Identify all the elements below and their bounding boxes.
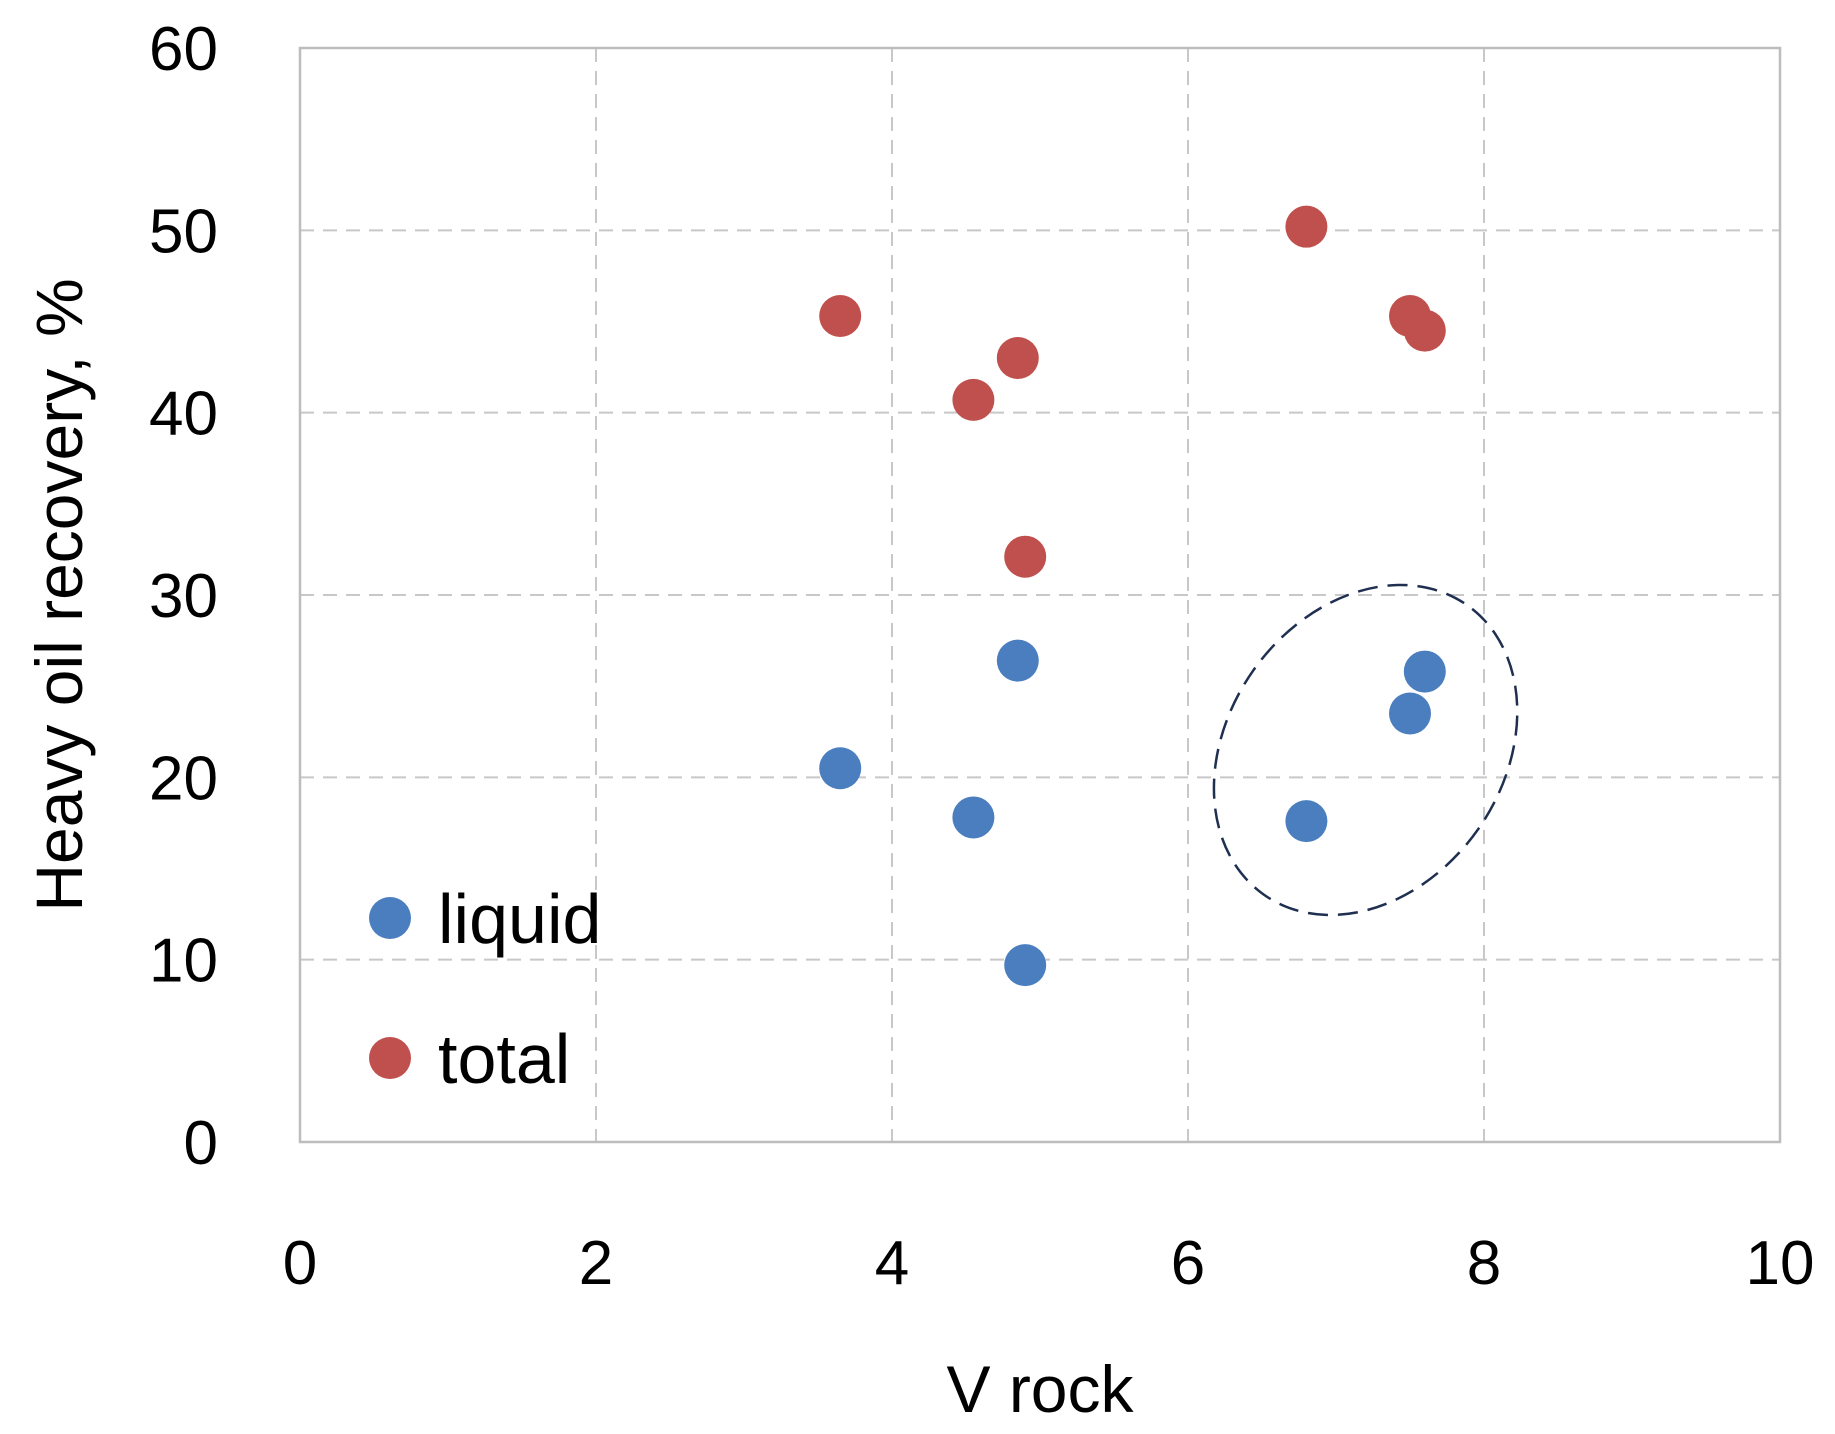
point-liquid-4 bbox=[1285, 800, 1328, 843]
legend-marker-total bbox=[369, 1037, 411, 1079]
y-tick-label-0: 0 bbox=[184, 1109, 218, 1178]
x-tick-label-0: 0 bbox=[283, 1229, 317, 1298]
data-points bbox=[819, 205, 1446, 987]
y-tick-label-5: 50 bbox=[149, 197, 218, 266]
annotations bbox=[1212, 583, 1519, 917]
y-axis-label: Heavy oil recovery, % bbox=[22, 278, 96, 911]
point-total-2 bbox=[996, 336, 1039, 379]
point-total-1 bbox=[952, 378, 995, 421]
x-tick-label-4: 8 bbox=[1467, 1229, 1501, 1298]
point-total-4 bbox=[1285, 205, 1328, 248]
legend-label-liquid: liquid bbox=[438, 880, 601, 958]
legend-label-total: total bbox=[438, 1020, 570, 1098]
point-liquid-6 bbox=[1403, 650, 1446, 693]
legend: liquid total bbox=[369, 880, 601, 1098]
x-tick-label-2: 4 bbox=[875, 1229, 909, 1298]
point-liquid-3 bbox=[1004, 944, 1047, 987]
point-total-3 bbox=[1004, 535, 1047, 578]
x-axis-label: V rock bbox=[946, 1352, 1134, 1426]
y-tick-label-6: 60 bbox=[149, 15, 218, 84]
point-liquid-0 bbox=[819, 747, 862, 790]
point-total-0 bbox=[819, 295, 862, 338]
legend-marker-liquid bbox=[369, 897, 411, 939]
y-tick-label-1: 10 bbox=[149, 927, 218, 996]
point-liquid-2 bbox=[996, 639, 1039, 682]
point-liquid-5 bbox=[1389, 692, 1431, 735]
plot-frame bbox=[298, 46, 1782, 1144]
x-tick-label-1: 2 bbox=[579, 1229, 613, 1298]
y-tick-label-2: 20 bbox=[149, 744, 218, 813]
x-tick-label-5: 10 bbox=[1746, 1229, 1815, 1298]
y-tick-label-4: 40 bbox=[149, 380, 218, 449]
y-axis-tick-labels: 0 10 20 30 40 50 60 bbox=[149, 15, 218, 1178]
x-axis-tick-labels: 0 2 4 6 8 10 bbox=[283, 1229, 1815, 1298]
y-tick-label-3: 30 bbox=[149, 562, 218, 631]
point-total-6 bbox=[1403, 309, 1446, 352]
point-liquid-1 bbox=[952, 796, 995, 839]
x-tick-label-3: 6 bbox=[1171, 1229, 1205, 1298]
highlight-ellipse-0 bbox=[1212, 583, 1519, 917]
